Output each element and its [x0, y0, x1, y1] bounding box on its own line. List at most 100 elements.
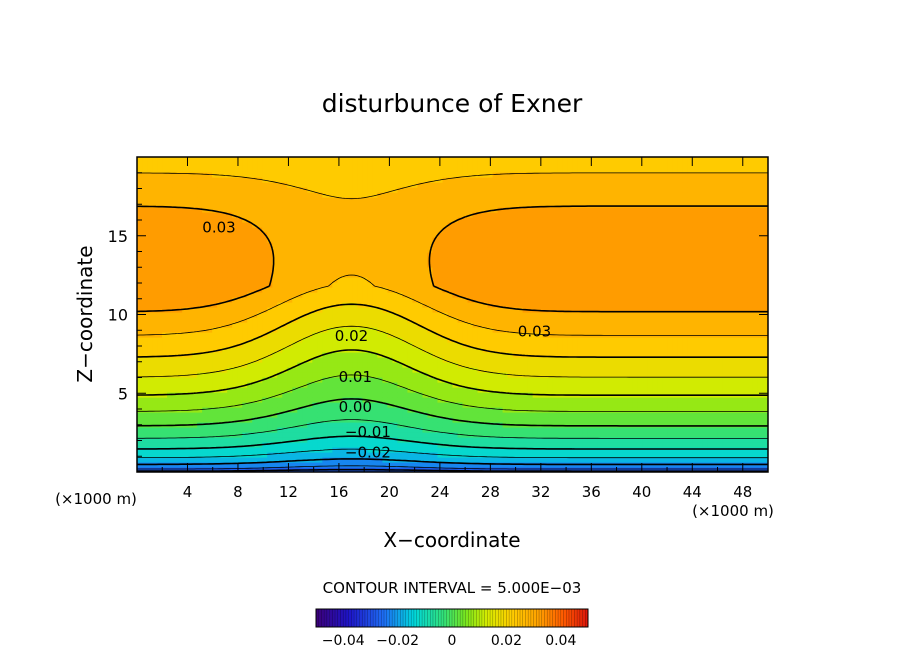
field-cell	[377, 452, 383, 458]
field-cell	[417, 342, 424, 348]
field-cell	[652, 307, 659, 313]
field-cell	[507, 442, 514, 448]
field-cell	[322, 372, 328, 378]
field-cell	[312, 332, 318, 338]
field-cell	[467, 382, 474, 388]
field-cell	[602, 352, 609, 358]
field-cell	[517, 382, 524, 388]
field-cell	[427, 317, 434, 323]
field-cell	[472, 347, 479, 353]
field-cell	[242, 347, 248, 353]
field-cell	[322, 422, 328, 428]
field-cell	[142, 412, 148, 418]
field-cell	[417, 392, 424, 398]
field-cell	[337, 347, 343, 353]
field-cell	[527, 457, 534, 463]
field-cell	[352, 407, 358, 413]
field-cell	[642, 342, 649, 348]
field-cell	[197, 417, 203, 423]
field-cell	[487, 292, 494, 298]
field-cell	[692, 377, 699, 383]
field-cell	[307, 392, 313, 398]
field-cell	[692, 412, 699, 418]
field-cell	[342, 282, 348, 288]
field-cell	[487, 332, 494, 338]
field-cell	[507, 297, 514, 303]
field-cell	[402, 287, 409, 293]
field-cell	[517, 297, 524, 303]
field-cell	[142, 302, 148, 308]
field-cell	[487, 442, 494, 448]
field-cell	[517, 427, 524, 433]
field-cell	[287, 437, 293, 443]
field-cell	[637, 287, 644, 293]
field-cell	[227, 357, 233, 363]
field-cell	[577, 302, 584, 308]
field-cell	[647, 437, 654, 443]
field-cell	[682, 347, 689, 353]
field-cell	[702, 397, 709, 403]
field-cell	[462, 282, 469, 288]
field-cell	[362, 347, 368, 353]
field-cell	[397, 322, 404, 328]
field-cell	[447, 462, 454, 468]
field-cell	[667, 292, 674, 298]
field-cell	[482, 297, 489, 303]
field-cell	[607, 347, 614, 353]
field-cell	[547, 287, 554, 293]
field-cell	[517, 317, 524, 323]
field-cell	[482, 317, 489, 323]
field-cell	[642, 412, 649, 418]
field-cell	[372, 322, 378, 328]
field-cell	[542, 357, 549, 363]
field-cell	[172, 327, 178, 333]
field-cell	[502, 317, 509, 323]
field-cell	[497, 412, 504, 418]
field-cell	[672, 277, 679, 283]
field-cell	[312, 422, 318, 428]
field-cell	[297, 387, 303, 393]
field-cell	[162, 327, 168, 333]
field-cell	[302, 392, 308, 398]
field-cell	[497, 447, 504, 453]
field-cell	[692, 287, 699, 293]
field-cell	[327, 387, 333, 393]
field-cell	[662, 372, 669, 378]
field-cell	[682, 302, 689, 308]
field-cell	[152, 422, 158, 428]
field-cell	[292, 287, 298, 293]
field-cell	[267, 407, 273, 413]
field-cell	[417, 432, 424, 438]
field-cell	[172, 347, 178, 353]
field-cell	[247, 407, 253, 413]
field-cell	[217, 427, 223, 433]
field-cell	[717, 367, 724, 373]
field-cell	[227, 382, 233, 388]
field-cell	[312, 387, 318, 393]
field-cell	[417, 422, 424, 428]
field-cell	[222, 417, 228, 423]
field-cell	[552, 302, 559, 308]
field-cell	[607, 417, 614, 423]
field-cell	[722, 277, 729, 283]
field-cell	[522, 282, 529, 288]
field-cell	[342, 332, 348, 338]
field-cell	[507, 377, 514, 383]
field-cell	[372, 417, 378, 423]
field-cell	[162, 432, 168, 438]
field-cell	[152, 412, 158, 418]
field-cell	[712, 432, 719, 438]
field-cell	[217, 307, 223, 313]
field-cell	[427, 292, 434, 298]
field-cell	[232, 382, 238, 388]
field-cell	[517, 412, 524, 418]
field-cell	[147, 322, 153, 328]
field-cell	[512, 327, 519, 333]
field-cell	[657, 437, 664, 443]
field-cell	[302, 372, 308, 378]
field-cell	[292, 392, 298, 398]
field-cell	[727, 382, 734, 388]
field-cell	[197, 427, 203, 433]
field-cell	[567, 317, 574, 323]
field-cell	[652, 352, 659, 358]
